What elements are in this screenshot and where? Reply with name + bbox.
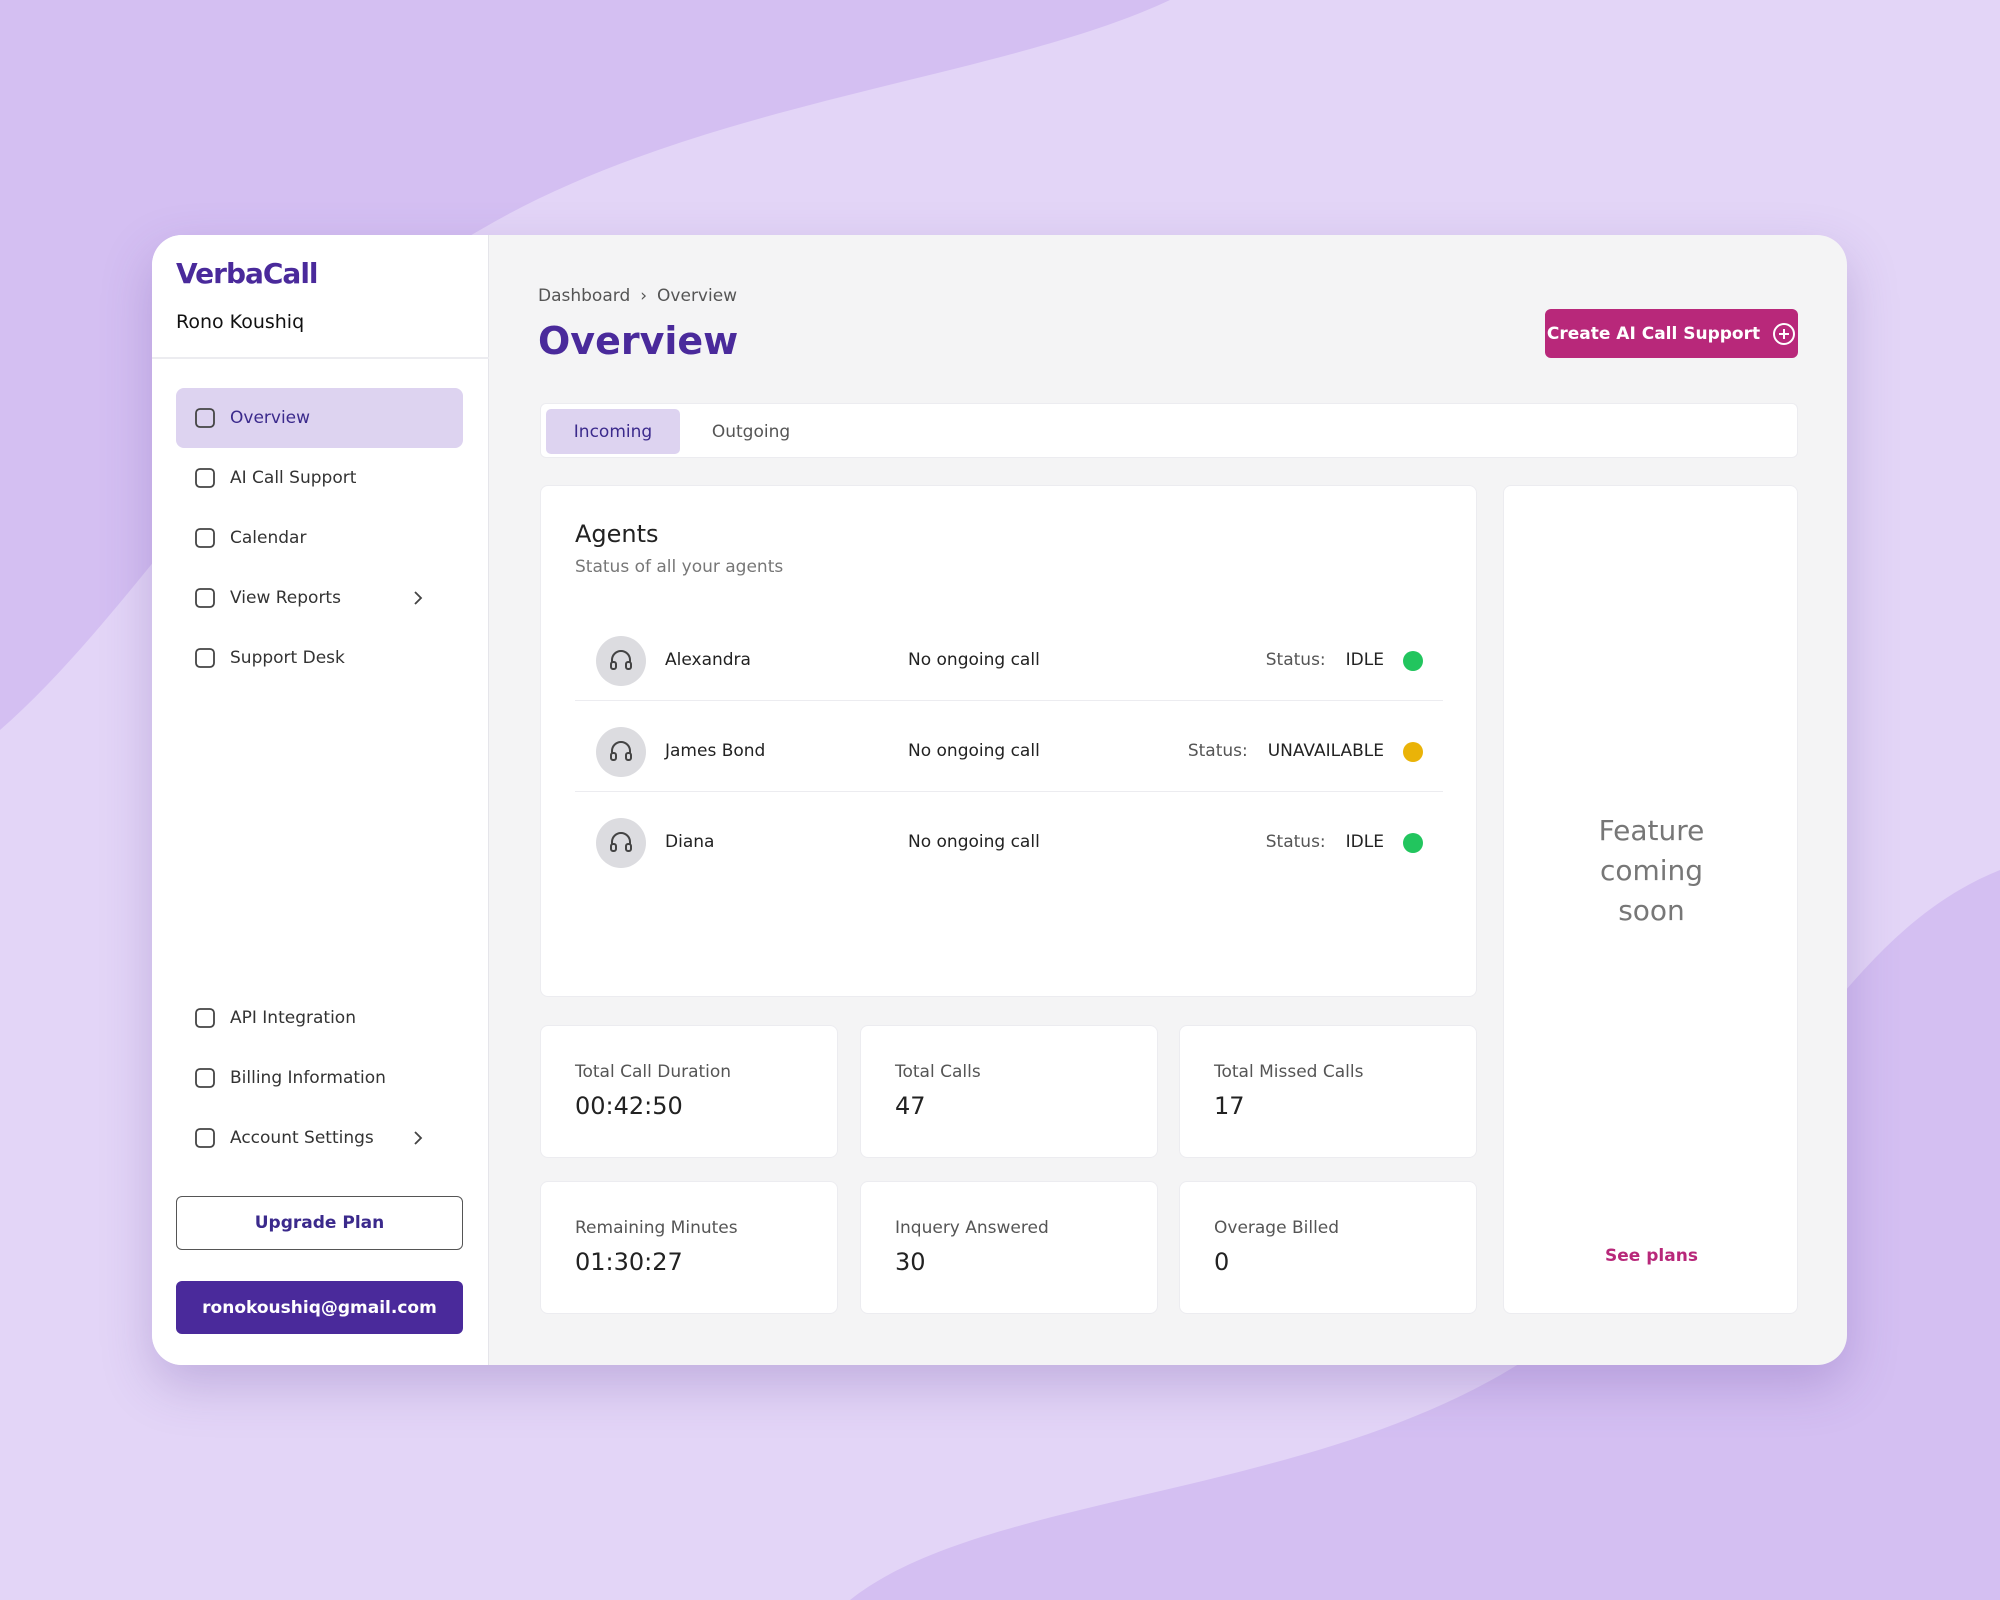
nav-item[interactable]: Account Settings (176, 1108, 463, 1168)
status-label: Status: (1265, 650, 1326, 670)
sidebar: VerbaCall Rono Koushiq Overview AI Call S… (152, 235, 489, 1365)
agent-call: No ongoing call (908, 832, 1040, 852)
stat-card: Total Call Duration 00:42:50 (540, 1025, 838, 1158)
chevron (414, 1131, 423, 1145)
stat-label: Inquery Answered (895, 1218, 1049, 1238)
breadcrumb: Dashboard › Overview (538, 286, 738, 306)
card-subtitle: Status of all your agents (575, 557, 784, 577)
avatar (596, 727, 646, 777)
icon (195, 468, 215, 488)
agent-name: Alexandra (665, 650, 751, 670)
stat-label: Remaining Minutes (575, 1218, 738, 1238)
crumb[interactable]: Dashboard (538, 286, 631, 306)
icon (195, 528, 215, 548)
nav-item[interactable]: Calendar (176, 508, 463, 568)
nav-label: Calendar (230, 528, 307, 548)
stat-value: 17 (1214, 1092, 1245, 1120)
nav-label: View Reports (230, 588, 341, 608)
icon (195, 408, 215, 428)
nav-item[interactable]: AI Call Support (176, 448, 463, 508)
agent-name: Diana (665, 832, 715, 852)
chevron (414, 591, 423, 605)
status-label: Status: (1187, 741, 1248, 761)
user-name: Rono Koushiq (176, 311, 305, 333)
nav-label: AI Call Support (230, 468, 357, 488)
divider (152, 357, 489, 359)
agent-name: James Bond (665, 741, 766, 761)
status-dot (1403, 833, 1423, 853)
tab[interactable]: Outgoing (711, 421, 791, 442)
nav-label: Support Desk (230, 648, 345, 668)
stat-card: Remaining Minutes 01:30:27 (540, 1181, 838, 1314)
agents-card: Agents Status of all your agents Alexand… (540, 485, 1477, 997)
stat-value: 0 (1214, 1248, 1230, 1276)
page-title: Overview (538, 319, 739, 363)
nav-label: Overview (230, 408, 311, 428)
nav-label: API Integration (230, 1008, 356, 1028)
agent-row: James Bond No ongoing call Status: UNAVAILA… (575, 712, 1443, 792)
icon (195, 648, 215, 668)
stat-card: Overage Billed 0 (1179, 1181, 1477, 1314)
app-window: VerbaCall Rono Koushiq Overview AI Call S… (152, 235, 1847, 1365)
icon (195, 588, 215, 608)
coming-soon: Feature coming soon (1598, 814, 1705, 927)
status-label: Status: (1265, 832, 1326, 852)
agent-status: Status: UNAVAILABLE (1188, 741, 1384, 761)
stat-label: Total Call Duration (575, 1062, 732, 1082)
agent-call: No ongoing call (908, 741, 1040, 761)
stat-label: Total Missed Calls (1214, 1062, 1364, 1082)
headset-icon (610, 832, 632, 852)
see-plans-link[interactable]: See plans (1605, 1246, 1698, 1266)
nav-item[interactable]: Support Desk (176, 628, 463, 688)
email-button[interactable]: ronokoushiq@gmail.com (176, 1281, 463, 1334)
agent-status: Status: IDLE (1266, 650, 1384, 670)
stat-value: 00:42:50 (575, 1092, 683, 1120)
agent-row: Alexandra No ongoing call Status: IDLE (575, 621, 1443, 701)
brand: VerbaCall (176, 257, 319, 290)
stat-card: Total Missed Calls 17 (1179, 1025, 1477, 1158)
status-value: IDLE (1345, 650, 1384, 670)
card-title: Agents (575, 520, 659, 548)
nav-label: Account Settings (230, 1128, 374, 1148)
nav-label: Billing Information (230, 1068, 386, 1088)
icon (195, 1008, 215, 1028)
nav-item[interactable]: View Reports (176, 568, 463, 628)
plus-icon (1773, 322, 1796, 345)
icon (195, 1128, 215, 1148)
stat-value: 01:30:27 (575, 1248, 683, 1276)
status-dot (1403, 651, 1423, 671)
label: Create AI Call Support (1546, 323, 1761, 344)
tabs: Incoming Outgoing (540, 403, 1798, 458)
status-dot (1403, 742, 1423, 762)
headset-icon (610, 650, 632, 670)
agent-call: No ongoing call (908, 650, 1040, 670)
tab[interactable]: Incoming (546, 409, 680, 454)
avatar (596, 636, 646, 686)
stat-label: Overage Billed (1214, 1218, 1340, 1238)
stat-value: 47 (895, 1092, 926, 1120)
create-button[interactable]: Create AI Call Support (1545, 309, 1798, 358)
nav-item[interactable]: Overview (176, 388, 463, 448)
agent-row: Diana No ongoing call Status: IDLE (575, 803, 1443, 883)
stat-card: Inquery Answered 30 (860, 1181, 1158, 1314)
agent-status: Status: IDLE (1266, 832, 1384, 852)
icon (195, 1068, 215, 1088)
upgrade-button[interactable]: Upgrade Plan (176, 1196, 463, 1250)
crumb: Overview (657, 286, 738, 306)
avatar (596, 818, 646, 868)
status-value: IDLE (1345, 832, 1384, 852)
stat-label: Total Calls (895, 1062, 981, 1082)
nav-item[interactable]: API Integration (176, 988, 463, 1048)
stat-card: Total Calls 47 (860, 1025, 1158, 1158)
status-value: UNAVAILABLE (1267, 741, 1384, 761)
nav-item[interactable]: Billing Information (176, 1048, 463, 1108)
stat-value: 30 (895, 1248, 926, 1276)
headset-icon (610, 741, 632, 761)
side-card: Feature coming soon See plans (1503, 485, 1798, 1314)
